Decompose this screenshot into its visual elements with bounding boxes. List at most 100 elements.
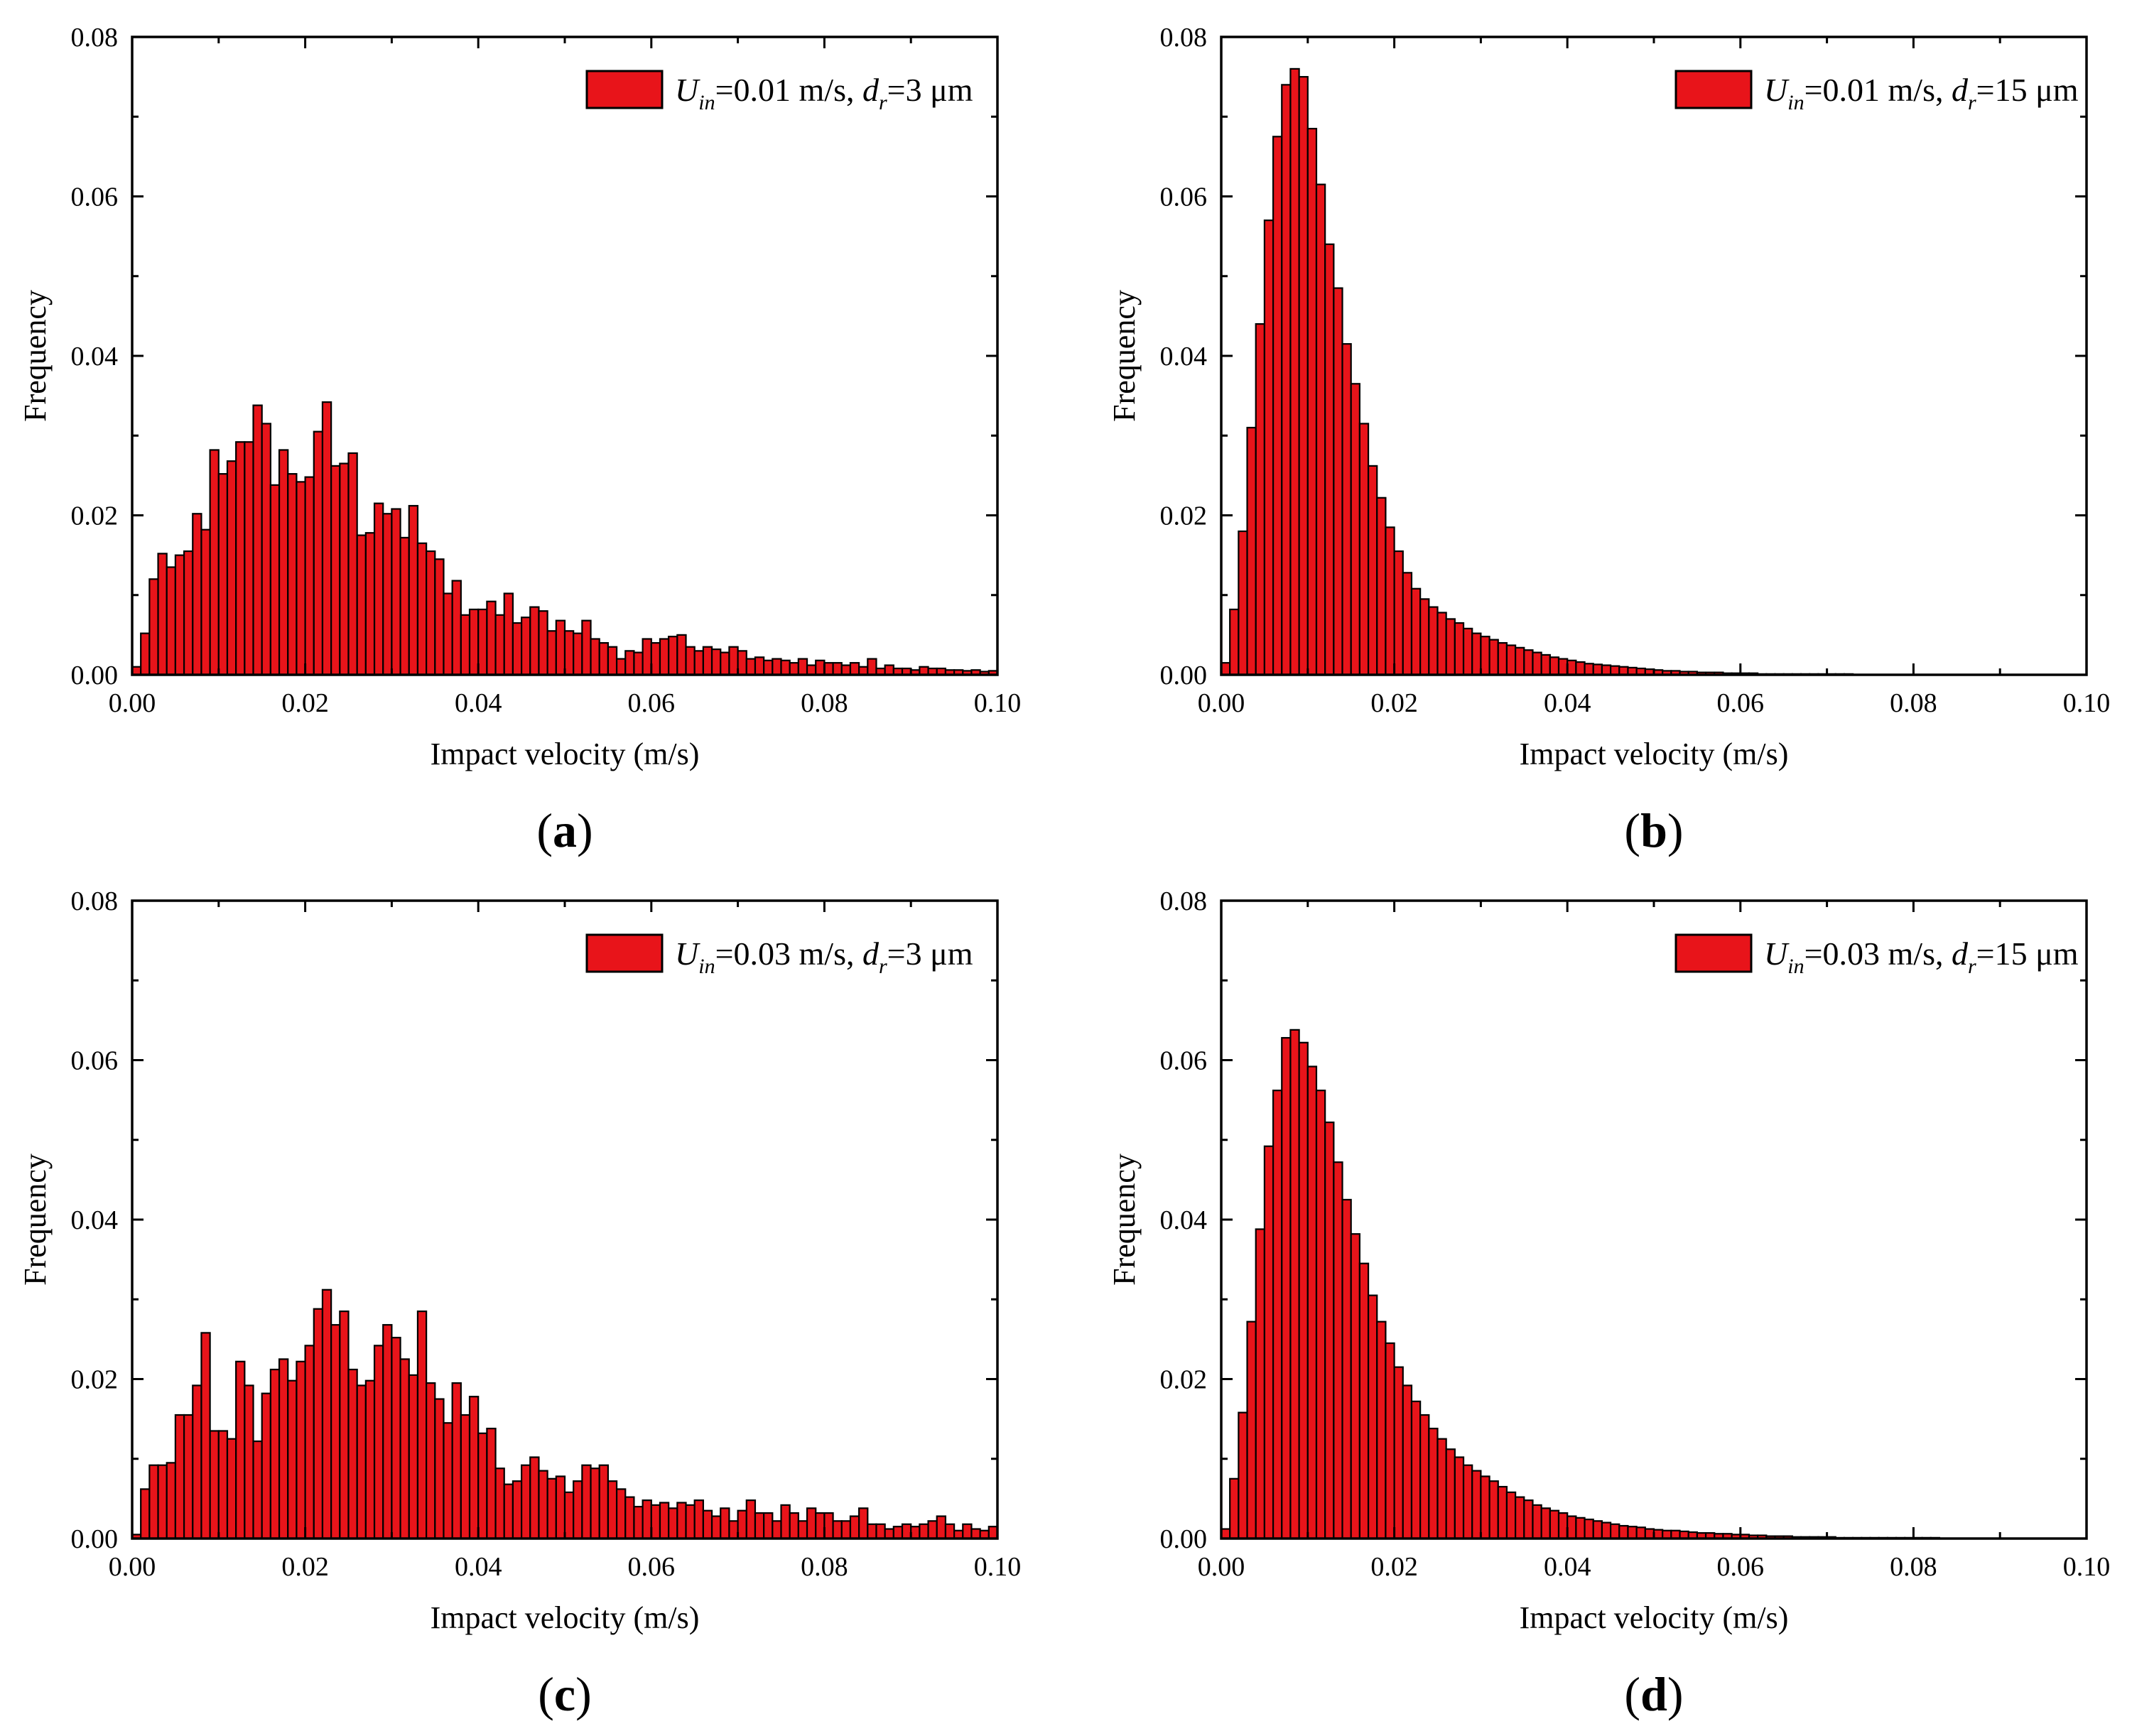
histogram-bar bbox=[1610, 1523, 1620, 1540]
histogram-bar bbox=[278, 1358, 289, 1540]
histogram-bar bbox=[1428, 606, 1439, 676]
panel-label-close-paren: ) bbox=[577, 803, 593, 857]
histogram-bar bbox=[538, 610, 548, 676]
histogram-bar bbox=[166, 566, 177, 676]
histogram-bar bbox=[296, 1360, 306, 1540]
histogram-bar bbox=[944, 1523, 956, 1540]
histogram-bar bbox=[797, 658, 808, 676]
histogram-bar bbox=[1263, 219, 1275, 676]
x-tick-label: 0.06 bbox=[1717, 1552, 1765, 1582]
histogram-bar bbox=[858, 1507, 869, 1540]
histogram-bar bbox=[1566, 1515, 1577, 1540]
histogram-bar bbox=[1584, 663, 1594, 676]
legend-u-value: =0.01 m/s, bbox=[1804, 72, 1952, 108]
histogram-bar bbox=[304, 476, 315, 676]
panel-label-letter: c bbox=[554, 1667, 575, 1721]
histogram-bar bbox=[235, 441, 246, 676]
histogram-bar bbox=[936, 1515, 947, 1540]
histogram-bar bbox=[503, 1483, 514, 1540]
histogram-bar bbox=[1428, 1427, 1439, 1540]
histogram-bar bbox=[200, 1332, 211, 1540]
panel-label: (c) bbox=[538, 1667, 592, 1721]
histogram-bar bbox=[451, 1382, 462, 1540]
histogram-bar bbox=[269, 484, 281, 676]
histogram-bar bbox=[1367, 1294, 1378, 1540]
histogram-bar bbox=[339, 1310, 350, 1540]
histogram-bar bbox=[1333, 287, 1343, 676]
histogram-bar bbox=[304, 1345, 315, 1540]
histogram-bar bbox=[668, 636, 678, 676]
histogram-bar bbox=[1592, 1520, 1603, 1540]
histogram-bar bbox=[1445, 1448, 1456, 1540]
histogram-bar bbox=[512, 1480, 523, 1540]
histogram-bar bbox=[1515, 646, 1525, 676]
histogram-bar bbox=[685, 1504, 696, 1540]
histogram-bar bbox=[987, 1526, 999, 1540]
x-tick-label: 0.06 bbox=[628, 1552, 676, 1582]
histogram-bar bbox=[1436, 1438, 1447, 1540]
histogram-bar bbox=[1523, 1499, 1534, 1540]
legend-d-sub: r bbox=[879, 91, 887, 114]
histogram-bar bbox=[581, 1464, 592, 1540]
histogram-bar bbox=[1549, 1509, 1560, 1540]
histogram-bar bbox=[555, 1475, 566, 1540]
y-tick-label: 0.02 bbox=[71, 501, 119, 531]
histogram-bar bbox=[1324, 1121, 1335, 1540]
histogram-bar bbox=[962, 1523, 973, 1540]
histogram-bar bbox=[710, 648, 722, 676]
histogram-bar bbox=[1497, 641, 1508, 676]
histogram-bar bbox=[313, 1308, 324, 1540]
histogram-bar bbox=[1523, 649, 1534, 676]
x-tick-label: 0.08 bbox=[1890, 688, 1937, 718]
legend-d-value: =15 μm bbox=[1976, 72, 2079, 108]
histogram-bar bbox=[1505, 1491, 1517, 1540]
histogram-bar bbox=[364, 1379, 376, 1540]
legend-label: Uin=0.03 m/s, dr=3 μm bbox=[675, 935, 973, 978]
histogram-bar bbox=[1376, 497, 1387, 676]
histogram-bar bbox=[728, 1520, 739, 1540]
x-tick-label: 0.08 bbox=[801, 688, 848, 718]
histogram-bar bbox=[1263, 1145, 1275, 1540]
histogram-bar bbox=[1376, 1320, 1387, 1540]
panel-label-letter: d bbox=[1640, 1667, 1667, 1721]
histogram-bar bbox=[1557, 658, 1569, 676]
panel-label-open-paren: ( bbox=[1624, 1667, 1640, 1721]
histogram-bar bbox=[252, 1440, 263, 1540]
histogram-bar bbox=[797, 1520, 808, 1540]
histogram-bar bbox=[1471, 1470, 1482, 1540]
x-tick-label: 0.04 bbox=[455, 688, 502, 718]
histogram-bar bbox=[426, 1382, 436, 1540]
histogram-bar bbox=[226, 460, 237, 676]
histogram-bar bbox=[347, 452, 358, 676]
histogram-bar bbox=[1601, 664, 1612, 676]
x-tick-label: 0.02 bbox=[1370, 688, 1418, 718]
legend-swatch bbox=[585, 70, 664, 109]
histogram-bar bbox=[573, 1480, 583, 1540]
histogram-bar bbox=[174, 1414, 185, 1540]
histogram-bar bbox=[789, 662, 799, 676]
histogram-bar bbox=[1601, 1521, 1612, 1540]
histogram-bar bbox=[434, 558, 445, 676]
histogram-bar bbox=[970, 1528, 981, 1540]
panel-label: (b) bbox=[1624, 803, 1683, 857]
histogram-bar bbox=[1635, 1526, 1646, 1540]
histogram-bar bbox=[1575, 1517, 1586, 1540]
histogram-bar bbox=[399, 1358, 410, 1540]
histogram-bar bbox=[148, 578, 159, 676]
histogram-bar bbox=[615, 1488, 627, 1540]
histogram-bar bbox=[494, 614, 505, 676]
histogram-bar bbox=[1480, 1475, 1490, 1540]
histogram-bar bbox=[1255, 1228, 1265, 1540]
histogram-bar bbox=[1532, 651, 1542, 676]
histogram-bar bbox=[1385, 1342, 1395, 1540]
histogram-bar bbox=[157, 553, 168, 676]
histogram-bar bbox=[720, 1507, 730, 1540]
histogram-bar bbox=[676, 1502, 687, 1540]
y-tick-label: 0.06 bbox=[1160, 1046, 1208, 1076]
histogram-bar bbox=[919, 1523, 929, 1540]
legend-d-value: =3 μm bbox=[887, 935, 973, 972]
histogram-bar bbox=[763, 659, 774, 676]
histogram-bar bbox=[244, 441, 254, 676]
histogram-bar bbox=[806, 1507, 817, 1540]
histogram-bar bbox=[426, 550, 436, 676]
